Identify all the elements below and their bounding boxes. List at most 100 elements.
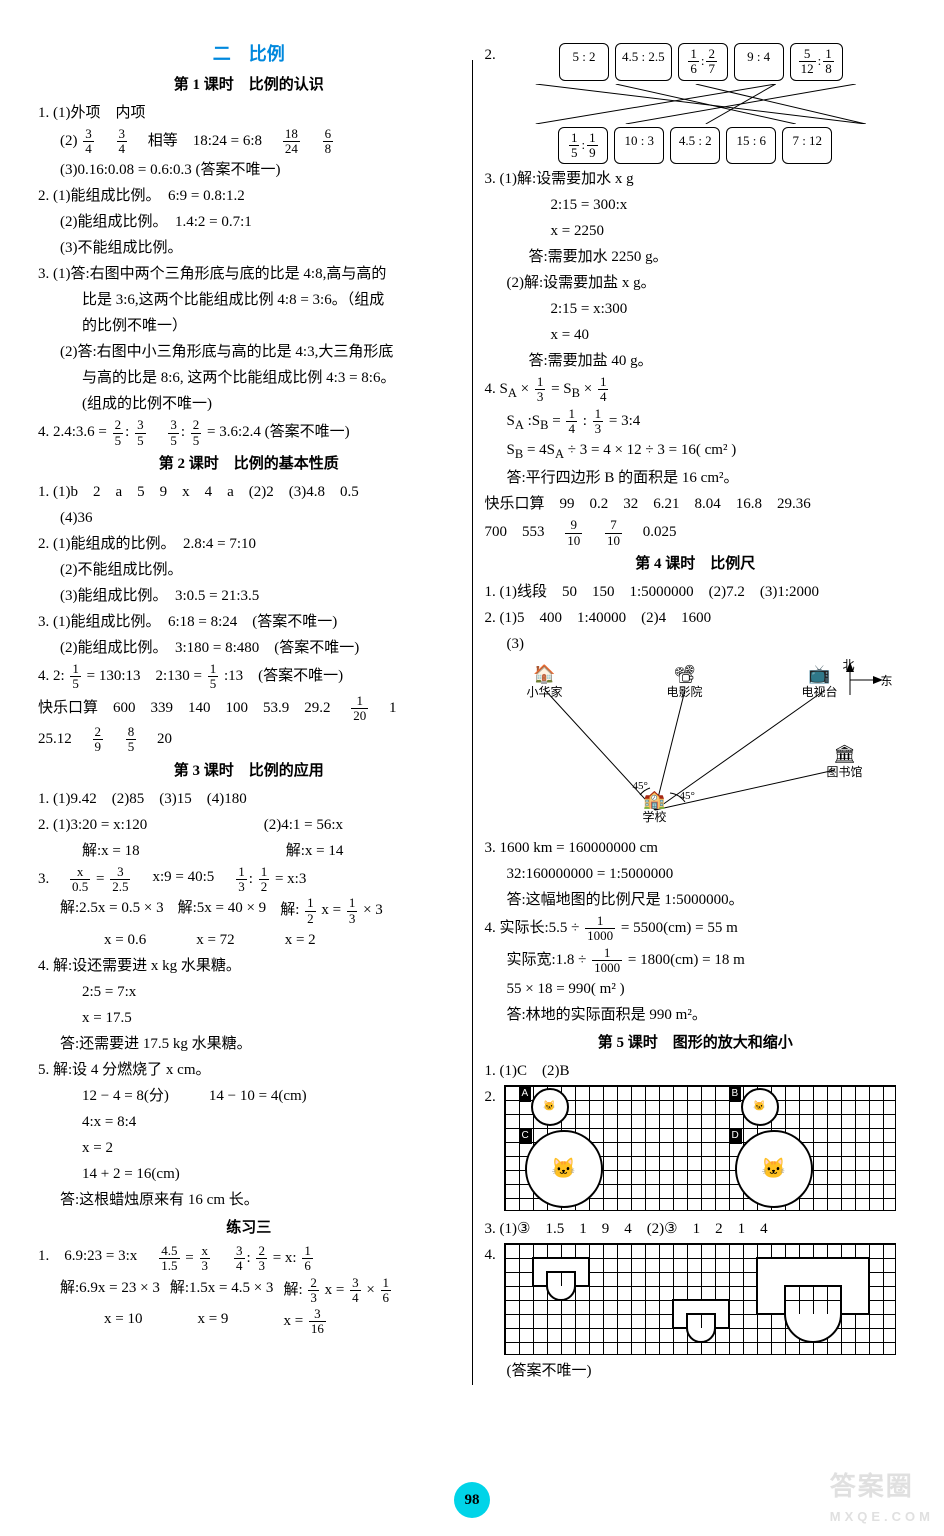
text-line: 答:这幅地图的比例尺是 1:5000000。 (485, 888, 907, 912)
fraction: 68 (323, 127, 334, 157)
text-line: 解:x = 18解:x = 14 (38, 839, 460, 863)
text-line: x = 0.6x = 72x = 2 (38, 928, 460, 952)
page-number: 98 (454, 1482, 490, 1518)
text-line: (2)不能组成比例。 (38, 558, 460, 582)
text-line: 1. (1)外项 内项 (38, 101, 460, 125)
map-cinema: 📽 电影院 (655, 665, 715, 702)
library-icon: 🏛 (815, 745, 875, 763)
lesson-4-title: 第 4 课时 比例尺 (485, 552, 907, 576)
text-line: (2)解:设需要加盐 x g。 (485, 271, 907, 295)
ratio-box: 7 : 12 (782, 127, 832, 165)
text-line: 答:需要加水 2250 g。 (485, 245, 907, 269)
cat-icon: 🐱 (531, 1088, 569, 1126)
text-line: 答:还需要进 17.5 kg 水果糖。 (38, 1032, 460, 1056)
text-line: 1. (1)9.42 (2)85 (3)15 (4)180 (38, 787, 460, 811)
text-line: 2:5 = 7:x (38, 980, 460, 1004)
text-line: 1. (1)b 2 a 5 9 x 4 a (2)2 (3)4.8 0.5 (38, 480, 460, 504)
text-line: x = 10 x = 9 x = 316 (38, 1307, 460, 1337)
map-diagram: 🏠 小华家 📽 电影院 📺 电视台 🏛 图书馆 🏫 学校 北 东 45° (515, 660, 907, 830)
bottom-row: 15:19 10 : 3 4.5 : 2 15 : 6 7 : 12 (485, 127, 907, 165)
cat-icon: 🐱 (735, 1130, 813, 1208)
text-line: 1. 6.9:23 = 3:x 4.51.5 = x3 34: 23 = x: … (38, 1244, 460, 1274)
text-line: 答:平行四边形 B 的面积是 16 cm²。 (485, 466, 907, 490)
text-line: x = 2 (38, 1136, 460, 1160)
text-line: (3)能组成比例。 3:0.5 = 21:3.5 (38, 584, 460, 608)
cat-icon: 🐱 (525, 1130, 603, 1208)
ratio-box: 15:19 (558, 127, 608, 165)
lesson-3-title: 第 3 课时 比例的应用 (38, 759, 460, 783)
ratio-box: 9 : 4 (734, 43, 784, 81)
text-line: 解:2.5x = 0.5 × 3 解:5x = 40 × 9 解: 12 x =… (38, 896, 460, 926)
text-line: 4. 实际长:5.5 ÷ 11000 = 5500(cm) = 55 m (485, 914, 907, 944)
text-line: 55 × 18 = 990( m² ) (485, 977, 907, 1001)
text-line: 2. (1)3:20 = x:120(2)4:1 = 56:x (38, 813, 460, 837)
text-line: (组成的比例不唯一) (38, 392, 460, 416)
text-line: 2:15 = x:300 (485, 297, 907, 321)
text-line: 快乐口算 600 339 140 100 53.9 29.2 120 1 (38, 694, 460, 724)
section-title: 二 比例 (38, 40, 460, 69)
text-line: 快乐口算 99 0.2 32 6.21 8.04 16.8 29.36 (485, 492, 907, 516)
text-line: 实际宽:1.8 ÷ 11000 = 1800(cm) = 18 m (485, 946, 907, 976)
text-line: 答:林地的实际面积是 990 m²。 (485, 1003, 907, 1027)
text-line: 的比例不唯一） (38, 314, 460, 338)
text-line: 14 + 2 = 16(cm) (38, 1162, 460, 1186)
text-line: 4. 解:设还需要进 x kg 水果糖。 (38, 954, 460, 978)
text-line: 12 − 4 = 8(分)14 − 10 = 4(cm) (38, 1084, 460, 1108)
text-line: 32:160000000 = 1:5000000 (485, 862, 907, 886)
left-column: 二 比例 第 1 课时 比例的认识 1. (1)外项 内项 (2) 34 34 … (30, 40, 468, 1385)
text-line: 700 553 910 710 0.025 (485, 518, 907, 548)
grid-label-c: C (519, 1128, 532, 1144)
match-diagram: 2. 5 : 2 4.5 : 2.5 16:27 9 : 4 512:18 (485, 43, 907, 164)
text-line: (2)答:右图中小三角形底与高的比是 4:3,大三角形底 (38, 340, 460, 364)
text-line: 解:6.9x = 23 × 3 解:1.5x = 4.5 × 3 解: 23 x… (38, 1276, 460, 1306)
cat-icon: 🐱 (741, 1088, 779, 1126)
lesson-2-title: 第 2 课时 比例的基本性质 (38, 452, 460, 476)
map-tv: 📺 电视台 (790, 665, 850, 702)
grid-cats: A 🐱 B 🐱 C 🐱 D 🐱 (504, 1085, 896, 1211)
house-icon: 🏠 (515, 665, 575, 683)
text-line: 4. 2.4:3.6 = 25: 35 35: 25 = 3.6:2.4 (答案… (38, 418, 460, 448)
text-line: 2. (1)能组成的比例。 2.8:4 = 7:10 (38, 532, 460, 556)
text-line: 5. 解:设 4 分燃烧了 x cm。 (38, 1058, 460, 1082)
ratio-box: 10 : 3 (614, 127, 664, 165)
text-line: 2. A 🐱 B 🐱 C 🐱 D 🐱 (485, 1085, 907, 1211)
text-line: 1. (1)C (2)B (485, 1059, 907, 1083)
angle-label: 45° (633, 778, 648, 796)
text-line: 2:15 = 300:x (485, 193, 907, 217)
angle-label: 45° (680, 788, 695, 806)
text-line: 2. (1)5 400 1:40000 (2)4 1600 (485, 606, 907, 630)
fraction: 34 (117, 127, 128, 157)
top-row: 5 : 2 4.5 : 2.5 16:27 9 : 4 512:18 (496, 43, 906, 81)
text-line: 与高的比是 8:6, 这两个比能组成比例 4:3 = 8:6。 (38, 366, 460, 390)
text-line: 比是 3:6,这两个比能组成比例 4:8 = 3:6。（组成 (38, 288, 460, 312)
connection-lines (495, 84, 897, 124)
fraction: 1824 (283, 127, 300, 157)
text-line: (2)能组成比例。 1.4:2 = 0.7:1 (38, 210, 460, 234)
text-line: 25.12 29 85 20 (38, 725, 460, 755)
text-line: 答:这根蜡烛原来有 16 cm 长。 (38, 1188, 460, 1212)
text-line: (2)能组成比例。 3:180 = 8:480 (答案不唯一) (38, 636, 460, 660)
right-column: 2. 5 : 2 4.5 : 2.5 16:27 9 : 4 512:18 (477, 40, 915, 1385)
text-line: x = 2250 (485, 219, 907, 243)
text-line: (答案不唯一) (485, 1359, 907, 1383)
text-line: 答:需要加盐 40 g。 (485, 349, 907, 373)
text-line: 4. 2: 15 = 130:13 2:130 = 15 :13 (答案不唯一) (38, 662, 460, 692)
fraction: 34 (83, 127, 94, 157)
text-line: 3. 1600 km = 160000000 cm (485, 836, 907, 860)
map-home: 🏠 小华家 (515, 665, 575, 702)
page-content: 二 比例 第 1 课时 比例的认识 1. (1)外项 内项 (2) 34 34 … (0, 0, 944, 1445)
compass-north: 北 (843, 656, 855, 675)
lesson-5-title: 第 5 课时 图形的放大和缩小 (485, 1031, 907, 1055)
ratio-box: 15 : 6 (726, 127, 776, 165)
grid-houses (504, 1243, 896, 1355)
text-line: SA :SB = 14 : 13 = 3:4 (485, 407, 907, 437)
ratio-box: 512:18 (790, 43, 843, 81)
text-line: (3)0.16:0.08 = 0.6:0.3 (答案不唯一) (38, 158, 460, 182)
text-line: (2) 34 34 相等 18:24 = 6:8 1824 68 (38, 127, 460, 157)
grid-label-d: D (729, 1128, 742, 1144)
column-divider (472, 60, 473, 1385)
text-line: (4)36 (38, 506, 460, 530)
text-line: 1. (1)线段 50 150 1:5000000 (2)7.2 (3)1:20… (485, 580, 907, 604)
text-line: 2. (1)能组成比例。 6:9 = 0.8:1.2 (38, 184, 460, 208)
ratio-box: 5 : 2 (559, 43, 609, 81)
